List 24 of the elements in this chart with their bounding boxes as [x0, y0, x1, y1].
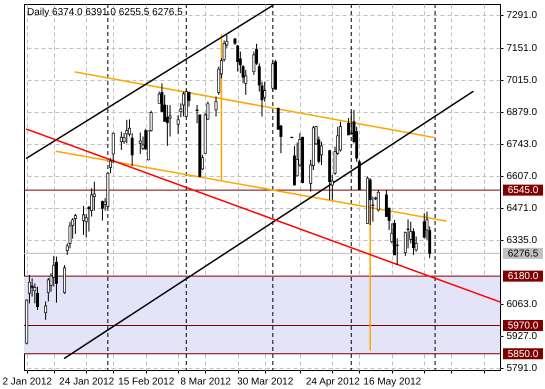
y-tick-label: 5791.0 — [506, 363, 538, 374]
x-tick-label: 8 Mar 2012 — [180, 376, 232, 388]
ref-line-label: 5850.0 — [508, 348, 539, 360]
y-tick-label: 6607.0 — [506, 171, 538, 182]
x-tick-label: 15 Feb 2012 — [118, 376, 175, 388]
y-tick-label: 6335.0 — [506, 235, 538, 246]
ref-line-label: 6276.5 — [508, 248, 539, 260]
x-tick-label: 16 May 2012 — [363, 376, 422, 388]
y-tick-label: 7151.0 — [506, 43, 538, 54]
y-tick-label: 6743.0 — [506, 139, 538, 150]
y-tick-label: 6063.0 — [506, 299, 538, 310]
ref-line-label: 6180.0 — [508, 271, 539, 282]
x-tick-label: 24 Jan 2012 — [59, 376, 115, 388]
ref-line-label: 5970.0 — [508, 320, 539, 332]
chart-title: Daily 6374.0 6391.0 6255.5 6276.5 — [27, 7, 184, 18]
x-tick-label: 24 Apr 2012 — [306, 376, 360, 388]
x-tick-label: 2 Jan 2012 — [2, 376, 52, 388]
y-tick-label: 7291.0 — [506, 10, 538, 22]
y-tick-label: 5927.0 — [506, 331, 538, 342]
y-tick-label: 7015.0 — [506, 75, 538, 86]
y-tick-label: 6471.0 — [506, 203, 538, 214]
x-tick-label: 30 Mar 2012 — [237, 376, 294, 388]
y-tick-label: 6879.0 — [506, 107, 538, 118]
ref-line-label: 6545.0 — [508, 185, 539, 196]
